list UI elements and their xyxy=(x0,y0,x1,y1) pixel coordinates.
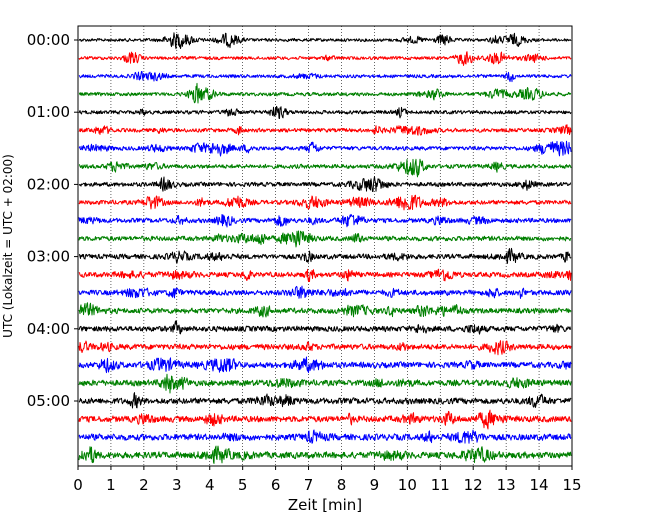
trace-line xyxy=(78,392,572,409)
x-tick-label: 13 xyxy=(497,476,516,494)
trace-line xyxy=(78,429,572,444)
grid-lines xyxy=(110,26,540,466)
trace-line xyxy=(78,409,572,430)
x-tick-label: 14 xyxy=(530,476,549,494)
trace-line xyxy=(78,32,572,50)
x-tick-label: 11 xyxy=(431,476,450,494)
trace-line xyxy=(78,247,572,264)
x-tick-label: 9 xyxy=(370,476,380,494)
x-tick-label: 10 xyxy=(398,476,417,494)
x-tick-label: 2 xyxy=(139,476,149,494)
y-tick-label: 02:00 xyxy=(27,175,70,193)
trace-line xyxy=(78,158,572,178)
trace-line xyxy=(78,230,572,248)
trace-line xyxy=(78,320,572,335)
trace-line xyxy=(78,340,572,356)
trace-line xyxy=(78,82,572,104)
x-tick-label: 6 xyxy=(271,476,281,494)
x-tick-label: 15 xyxy=(562,476,581,494)
seismic-traces xyxy=(78,32,572,464)
y-axis-label: UTC (Lokalzeit = UTC + 02:00) xyxy=(1,154,15,338)
trace-line xyxy=(78,194,572,211)
y-tick-label: 03:00 xyxy=(27,248,70,266)
trace-line xyxy=(78,213,572,228)
trace-line xyxy=(78,285,572,299)
x-tick-label: 12 xyxy=(464,476,483,494)
y-tick-label: 00:00 xyxy=(27,31,70,49)
x-tick-label: 0 xyxy=(73,476,83,494)
y-tick-label: 04:00 xyxy=(27,320,70,338)
trace-line xyxy=(78,124,572,136)
trace-line xyxy=(78,176,572,193)
plot-frame xyxy=(77,25,573,467)
x-axis-label: Zeit [min] xyxy=(288,496,362,514)
trace-line xyxy=(78,445,572,464)
x-tick-label: 7 xyxy=(304,476,314,494)
y-tick-label: 05:00 xyxy=(27,392,70,410)
x-axis-ticks: 0 1 2 3 4 5 6 7 8 9 10 11 12 13 14 15 xyxy=(73,466,582,494)
x-tick-label: 4 xyxy=(205,476,215,494)
trace-line xyxy=(78,373,572,394)
trace-line xyxy=(78,302,572,318)
trace-line xyxy=(78,268,572,283)
trace-line xyxy=(78,356,572,374)
x-tick-label: 5 xyxy=(238,476,248,494)
trace-line xyxy=(78,140,572,157)
y-tick-label: 01:00 xyxy=(27,103,70,121)
x-tick-label: 8 xyxy=(337,476,347,494)
trace-line xyxy=(78,70,572,83)
x-tick-label: 1 xyxy=(106,476,116,494)
trace-line xyxy=(78,51,572,66)
x-tick-label: 3 xyxy=(172,476,182,494)
y-axis-ticks: 00:00 01:00 02:00 03:00 04:00 05:00 xyxy=(27,31,78,410)
trace-line xyxy=(78,105,572,120)
